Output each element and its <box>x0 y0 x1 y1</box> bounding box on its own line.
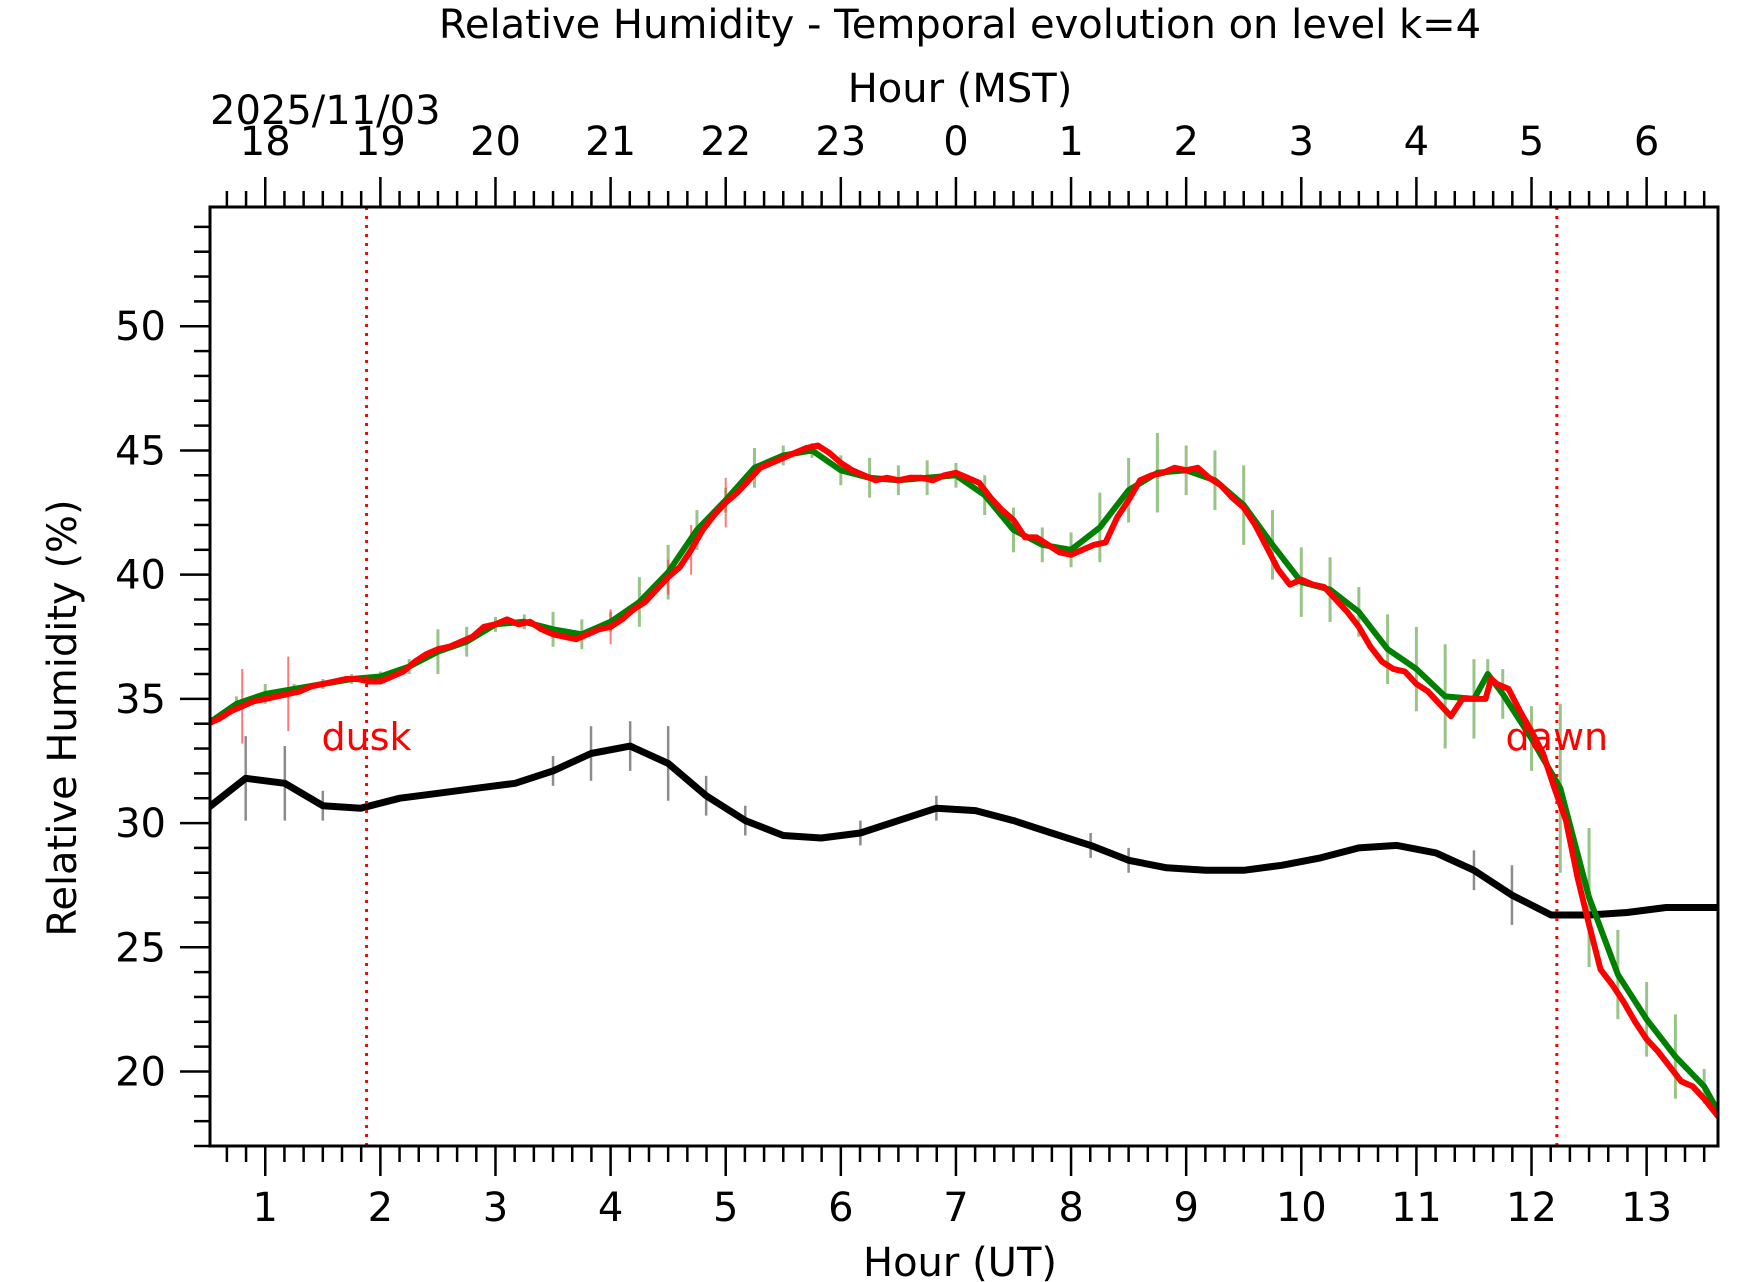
top-tick-label: 23 <box>815 119 866 165</box>
top-axis-label: Hour (MST) <box>848 66 1073 112</box>
y-tick-label: 50 <box>115 304 166 350</box>
plot-area <box>210 433 1718 1120</box>
top-tick-label: 6 <box>1634 119 1659 165</box>
x-tick-label: 2 <box>368 1185 393 1231</box>
dusk-label: dusk <box>322 715 412 759</box>
top-tick-label: 3 <box>1289 119 1314 165</box>
x-tick-label: 4 <box>598 1185 623 1231</box>
x-axis-label: Hour (UT) <box>863 1240 1057 1282</box>
x-tick-label: 8 <box>1058 1185 1083 1231</box>
top-tick-label: 4 <box>1404 119 1429 165</box>
x-tick-label: 7 <box>943 1185 968 1231</box>
date-label: 2025/11/03 <box>210 88 441 134</box>
y-tick-label: 30 <box>115 801 166 847</box>
dawn-label: dawn <box>1506 715 1609 759</box>
top-tick-label: 21 <box>585 119 636 165</box>
series-line-2 <box>210 442 1718 1120</box>
x-tick-label: 10 <box>1276 1185 1327 1231</box>
top-tick-label: 19 <box>355 119 406 165</box>
x-tick-label: 6 <box>828 1185 853 1231</box>
top-tick-label: 2 <box>1173 119 1198 165</box>
series-line-1 <box>210 447 1718 1115</box>
y-tick-label: 20 <box>115 1049 166 1095</box>
x-tick-label: 9 <box>1173 1185 1198 1231</box>
plot-frame <box>208 205 1720 1148</box>
y-tick-label: 40 <box>115 553 166 599</box>
x-tick-label: 3 <box>483 1185 508 1231</box>
top-tick-label: 22 <box>700 119 751 165</box>
y-tick-label: 45 <box>115 428 166 474</box>
series-1-errorbars <box>234 433 1706 1104</box>
y-tick-label: 25 <box>115 925 166 971</box>
day-night-markers: dusk dawn <box>322 207 1609 1146</box>
x-tick-label: 12 <box>1506 1185 1557 1231</box>
x-tick-label: 1 <box>253 1185 278 1231</box>
series-line-0 <box>210 742 1718 919</box>
top-tick-label: 0 <box>943 119 968 165</box>
top-tick-label: 18 <box>240 119 291 165</box>
x-tick-label: 5 <box>713 1185 738 1231</box>
x-tick-label: 11 <box>1391 1185 1442 1231</box>
series-0-errorbars <box>244 721 1514 925</box>
x-tick-label: 13 <box>1621 1185 1672 1231</box>
top-tick-label: 20 <box>470 119 521 165</box>
y-axis-label: Relative Humidity (%) <box>40 499 86 936</box>
series-2-errorbars <box>241 477 727 744</box>
top-tick-label: 1 <box>1058 119 1083 165</box>
top-tick-label: 5 <box>1519 119 1544 165</box>
y-tick-label: 35 <box>115 677 166 723</box>
chart-title: Relative Humidity - Temporal evolution o… <box>439 2 1481 48</box>
